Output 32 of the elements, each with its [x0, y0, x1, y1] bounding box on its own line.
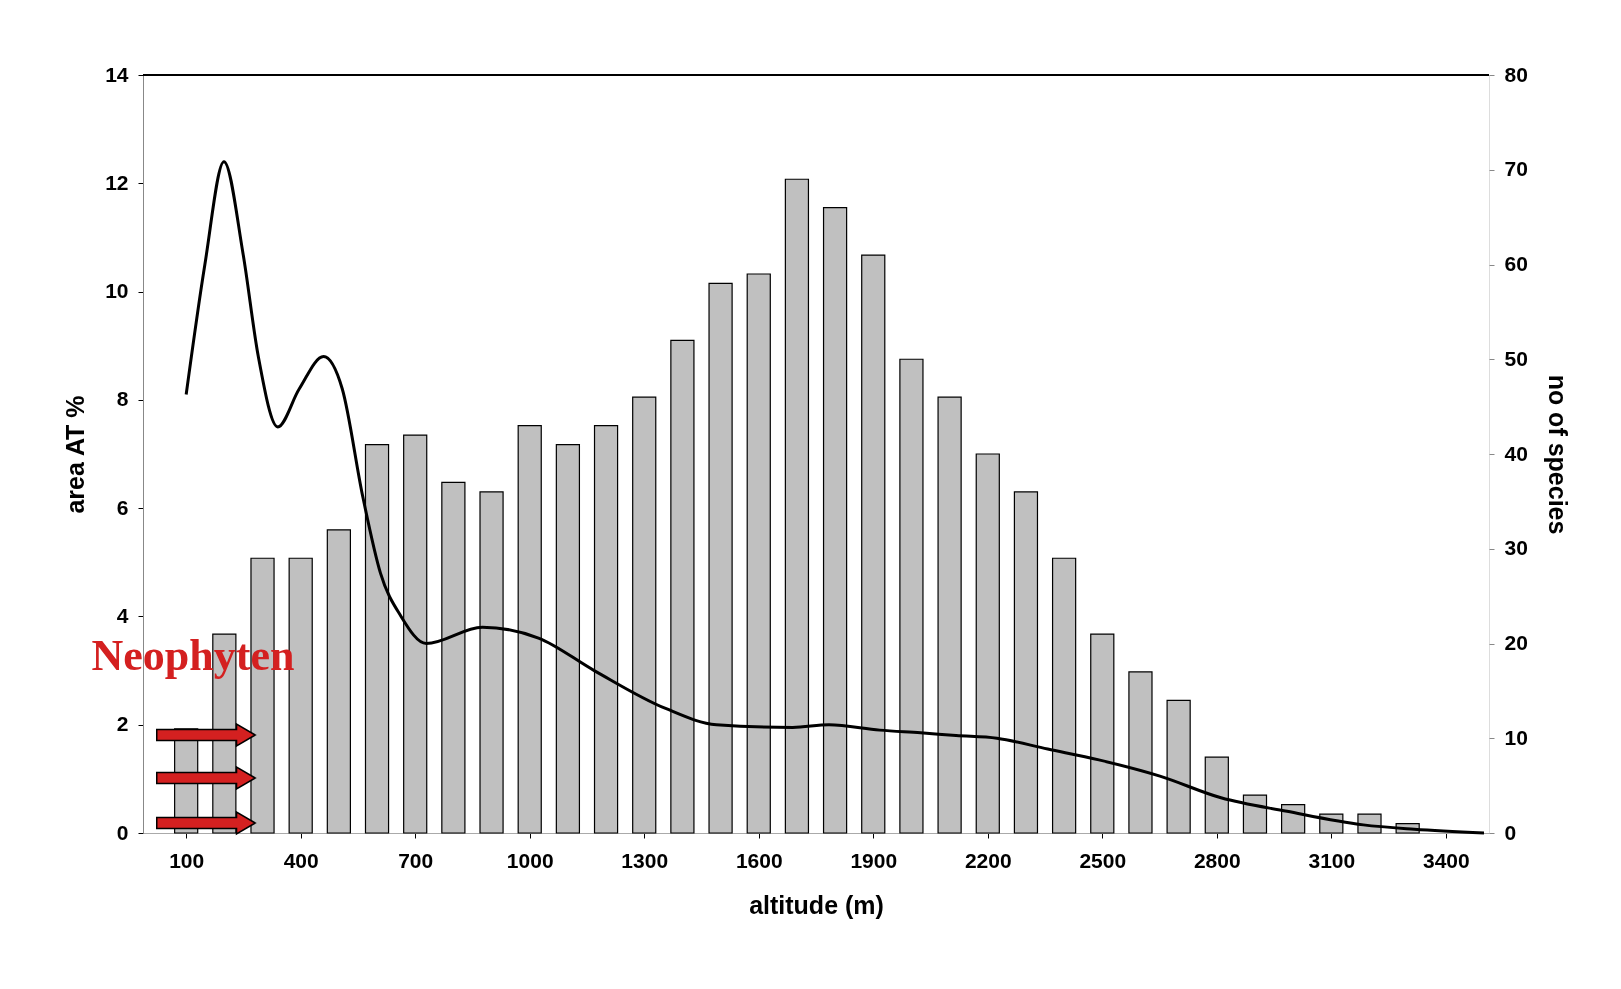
x-axis-title: altitude (m) [749, 890, 884, 919]
y2-tick-label: 40 [1504, 441, 1528, 465]
y2-tick-label: 20 [1504, 631, 1528, 654]
y2-tick-label: 30 [1504, 536, 1528, 560]
x-tick-label: 1300 [621, 848, 669, 872]
y2-tick-label: 50 [1504, 346, 1528, 370]
y-tick-label: 14 [105, 62, 129, 86]
x-tick-label: 3400 [1422, 848, 1470, 872]
y2-tick-label: 10 [1504, 725, 1528, 749]
y-axis-title: area AT % [61, 395, 90, 514]
y2-tick-label: 80 [1504, 62, 1528, 86]
y-tick-label: 4 [116, 603, 129, 627]
x-tick-label: 1900 [850, 848, 898, 872]
x-tick-label: 2500 [1079, 848, 1127, 872]
x-tick-label: 2200 [964, 848, 1012, 872]
y2-axis-title: no of species [1543, 374, 1572, 535]
x-tick-label: 100 [169, 848, 205, 872]
x-tick-label: 700 [398, 848, 434, 872]
y2-tick-label: 0 [1504, 820, 1517, 844]
x-tick-label: 1600 [735, 848, 783, 872]
y-tick-label: 6 [116, 495, 129, 519]
y-tick-label: 10 [105, 279, 129, 303]
x-tick-label: 2800 [1193, 848, 1241, 872]
x-tick-label: 3100 [1308, 848, 1356, 872]
y-tick-label: 12 [105, 170, 129, 194]
x-tick-label: 1000 [506, 848, 554, 872]
x-tick-label: 400 [283, 848, 319, 872]
y-tick-label: 2 [116, 712, 129, 736]
y-tick-label: 8 [116, 387, 129, 411]
y2-tick-label: 60 [1504, 252, 1528, 275]
y2-tick-label: 70 [1504, 157, 1528, 181]
y-tick-label: 0 [116, 820, 129, 844]
